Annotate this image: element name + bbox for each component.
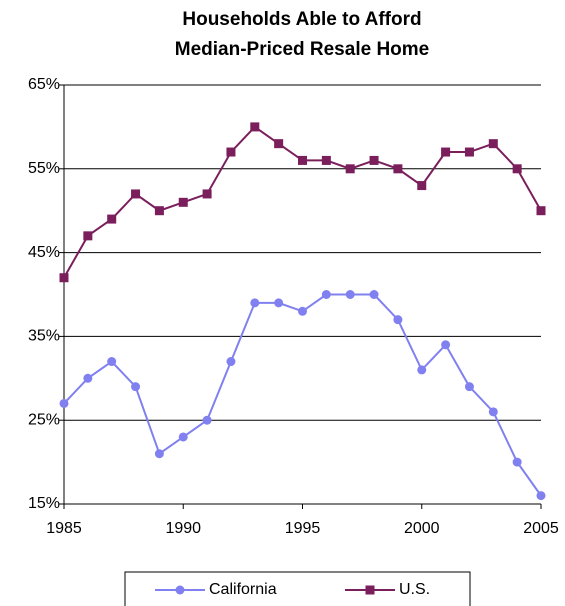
marker (131, 189, 141, 199)
marker (154, 206, 164, 216)
marker (417, 181, 427, 191)
y-tick-label: 25% (28, 411, 60, 428)
marker (59, 273, 69, 283)
marker (226, 147, 236, 157)
marker (131, 382, 141, 392)
marker (178, 432, 188, 442)
marker (83, 373, 93, 383)
legend-marker (175, 585, 185, 595)
marker (464, 382, 474, 392)
marker (345, 164, 355, 174)
chart-title: Households Able to Afford (182, 9, 421, 30)
marker (107, 214, 117, 224)
marker (226, 357, 236, 367)
marker (274, 139, 284, 149)
y-tick-label: 65% (28, 76, 60, 93)
marker (441, 147, 451, 157)
x-tick-label: 2005 (523, 520, 559, 537)
series-line (63, 293, 542, 497)
marker (441, 340, 451, 350)
marker (250, 122, 260, 132)
marker (464, 147, 474, 157)
marker (369, 290, 379, 299)
marker (512, 164, 522, 174)
marker (345, 290, 355, 299)
marker (536, 206, 546, 216)
marker (321, 290, 331, 299)
marker (393, 164, 403, 174)
marker (488, 139, 498, 149)
marker (393, 315, 403, 325)
marker (274, 298, 284, 308)
marker (59, 398, 69, 408)
marker (178, 197, 188, 207)
x-tick-label: 1990 (165, 520, 201, 537)
chart-title: Median-Priced Resale Home (175, 39, 429, 60)
marker (154, 449, 164, 459)
marker (488, 407, 498, 417)
marker (202, 415, 212, 425)
legend-label: U.S. (399, 581, 430, 598)
legend-marker (365, 585, 375, 595)
y-tick-label: 35% (28, 328, 60, 345)
marker (202, 189, 212, 199)
y-tick-label: 55% (28, 160, 60, 177)
marker (298, 306, 307, 316)
marker (512, 457, 522, 467)
marker (107, 357, 117, 367)
marker (250, 298, 260, 308)
y-tick-label: 45% (28, 244, 60, 261)
x-tick-label: 1995 (285, 520, 321, 537)
x-tick-label: 1985 (46, 520, 82, 537)
y-tick-label: 15% (28, 495, 60, 512)
marker (321, 155, 331, 165)
marker (417, 365, 427, 375)
marker (83, 231, 93, 241)
legend-label: California (209, 581, 277, 598)
x-tick-label: 2000 (404, 520, 440, 537)
marker (298, 155, 307, 165)
marker (369, 155, 379, 165)
marker (536, 491, 546, 501)
